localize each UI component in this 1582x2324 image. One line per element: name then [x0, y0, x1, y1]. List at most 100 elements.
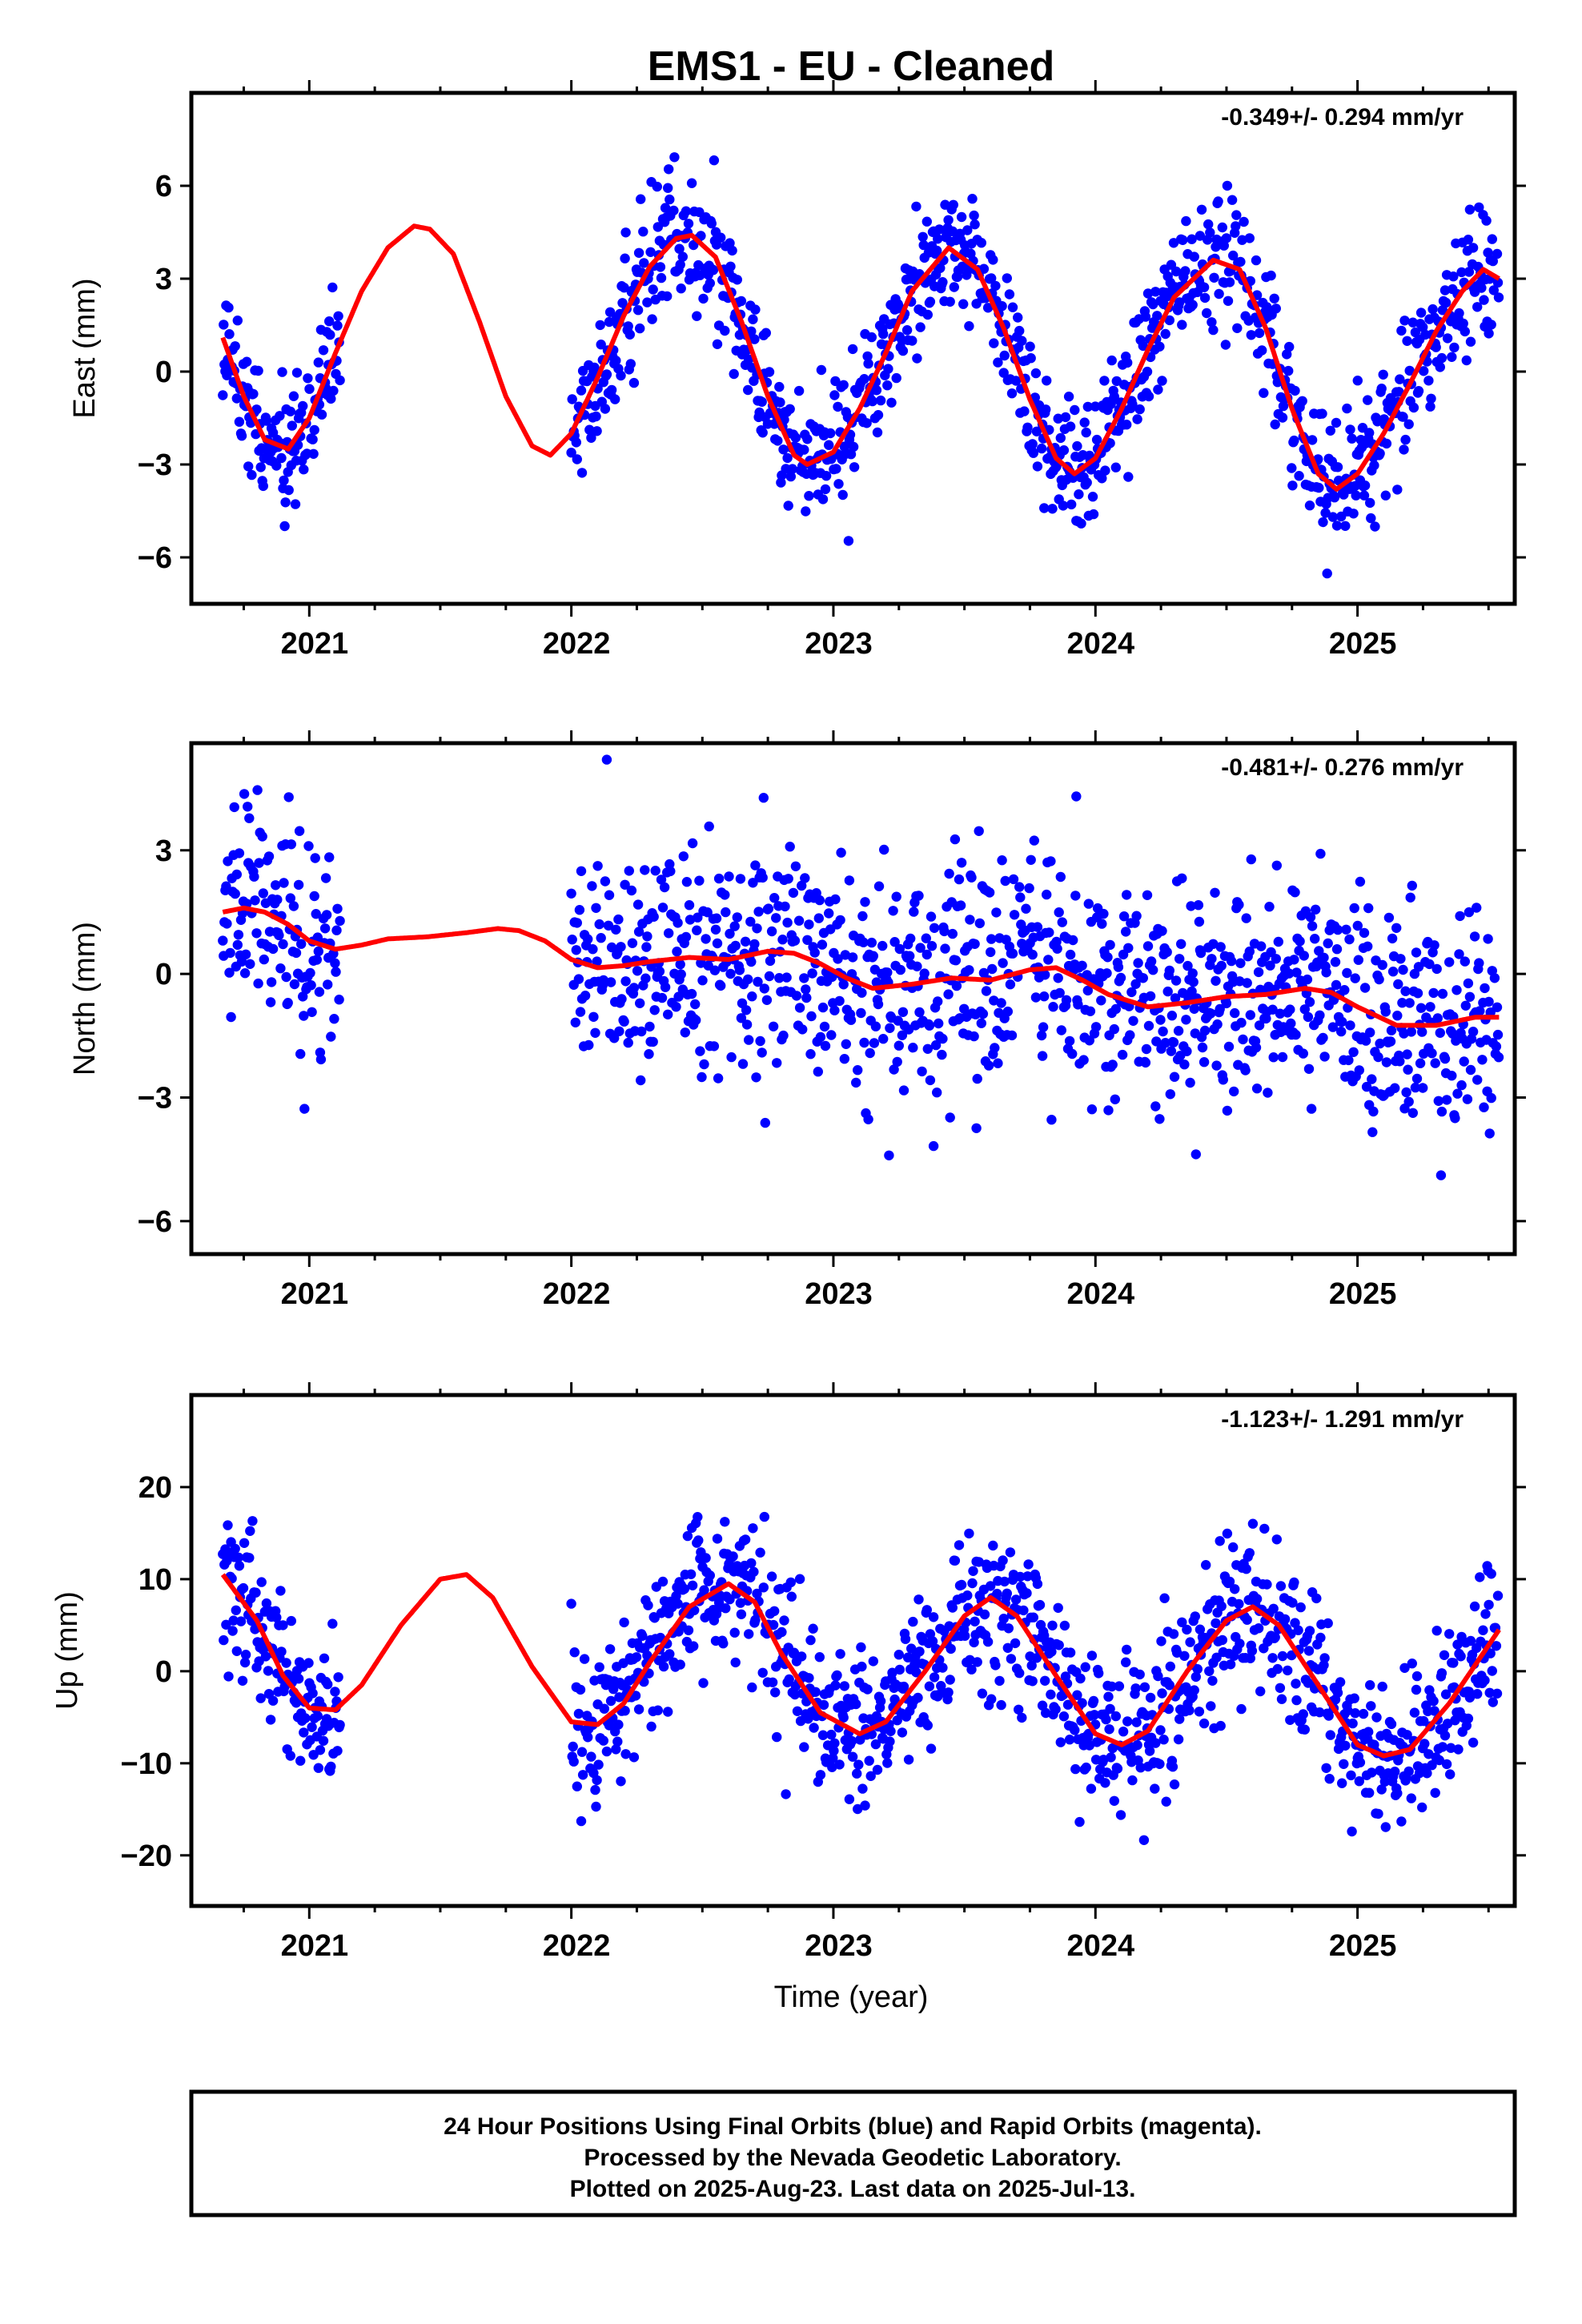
north-point	[820, 1040, 831, 1051]
up-point	[893, 1650, 905, 1660]
north-point	[1182, 1046, 1192, 1056]
north-point	[695, 1046, 705, 1056]
north-point	[1407, 1108, 1419, 1119]
east-point	[848, 441, 859, 452]
east-point	[1082, 477, 1092, 488]
north-point	[636, 1026, 647, 1037]
north-point	[1245, 1010, 1256, 1020]
up-point	[860, 1800, 870, 1811]
east-point	[774, 381, 785, 392]
up-point	[1199, 1718, 1210, 1729]
up-point	[1086, 1783, 1097, 1794]
east-point	[893, 301, 905, 312]
up-point	[1191, 1671, 1202, 1683]
east-point	[978, 263, 990, 274]
east-point	[1213, 196, 1223, 207]
up-point	[227, 1626, 238, 1636]
north-point	[1110, 1003, 1122, 1015]
up-point	[1452, 1639, 1463, 1650]
north-point	[685, 915, 696, 925]
north-point	[826, 1030, 837, 1040]
east-point	[802, 434, 813, 444]
north-point	[844, 875, 855, 886]
up-point	[1216, 1601, 1227, 1611]
north-point	[1218, 1075, 1229, 1085]
north-point	[1343, 1055, 1354, 1066]
north-point	[1401, 1087, 1411, 1098]
north-point	[244, 813, 255, 823]
north-point	[1464, 907, 1475, 918]
up-point	[1118, 1727, 1129, 1737]
north-point	[572, 918, 582, 928]
up-point	[1034, 1599, 1046, 1610]
up-point	[1268, 1603, 1279, 1614]
north-point	[272, 895, 283, 905]
up-point	[1077, 1698, 1087, 1708]
up-point	[1064, 1735, 1075, 1745]
north-point	[915, 943, 926, 953]
north-point	[701, 934, 711, 944]
up-point	[974, 1557, 984, 1567]
east-point	[1106, 355, 1117, 366]
east-point	[1487, 234, 1498, 244]
east-point	[1221, 233, 1232, 243]
east-point	[324, 316, 335, 327]
up-point	[643, 1600, 653, 1610]
up-point	[1364, 1787, 1375, 1798]
up-point	[797, 1651, 807, 1662]
north-point	[1424, 959, 1435, 970]
east-point	[997, 301, 1007, 312]
east-point	[871, 385, 882, 396]
east-point	[624, 329, 635, 340]
east-point	[287, 420, 297, 431]
north-point	[1109, 1023, 1120, 1035]
east-point	[1100, 465, 1110, 476]
up-point	[701, 1553, 711, 1563]
north-point	[1430, 1058, 1440, 1068]
up-point	[1346, 1770, 1356, 1781]
up-point	[1396, 1816, 1407, 1827]
east-point	[616, 370, 626, 381]
east-point	[1366, 513, 1376, 524]
up-point	[642, 1651, 652, 1661]
north-point	[991, 907, 1002, 918]
up-point	[1110, 1711, 1122, 1722]
up-point	[1055, 1737, 1066, 1747]
up-point	[1046, 1689, 1056, 1700]
east-point	[988, 255, 998, 265]
east-point	[1290, 385, 1300, 396]
north-point	[592, 861, 603, 871]
north-point	[1164, 965, 1175, 976]
east-point	[1205, 227, 1215, 238]
up-point	[335, 1719, 345, 1731]
up-point	[1245, 1653, 1256, 1663]
up-point	[1492, 1590, 1504, 1601]
east-point	[773, 436, 783, 446]
north-point	[1223, 1041, 1235, 1052]
north-x-tick-label: 2025	[1329, 1277, 1397, 1311]
north-point	[839, 1054, 850, 1064]
north-point	[765, 955, 776, 967]
up-point	[619, 1617, 629, 1628]
east-point	[1340, 521, 1351, 531]
north-point	[1077, 960, 1087, 971]
up-point	[1289, 1577, 1299, 1588]
north-point	[305, 967, 315, 979]
up-point	[1315, 1707, 1325, 1718]
up-point	[887, 1667, 897, 1678]
north-y-tick-label: 0	[155, 958, 172, 991]
east-x-tick-label: 2021	[281, 627, 349, 661]
north-point	[1121, 927, 1131, 937]
north-point	[1289, 955, 1299, 965]
up-point	[319, 1653, 330, 1663]
up-point	[1247, 1646, 1258, 1656]
east-point	[918, 239, 929, 251]
north-point	[1373, 1051, 1383, 1063]
up-point	[646, 1721, 656, 1732]
east-point	[620, 227, 631, 238]
north-point	[1439, 1053, 1451, 1064]
north-point	[972, 1073, 982, 1084]
east-point	[1027, 439, 1038, 449]
north-point	[797, 1024, 808, 1035]
north-point	[1040, 970, 1050, 980]
